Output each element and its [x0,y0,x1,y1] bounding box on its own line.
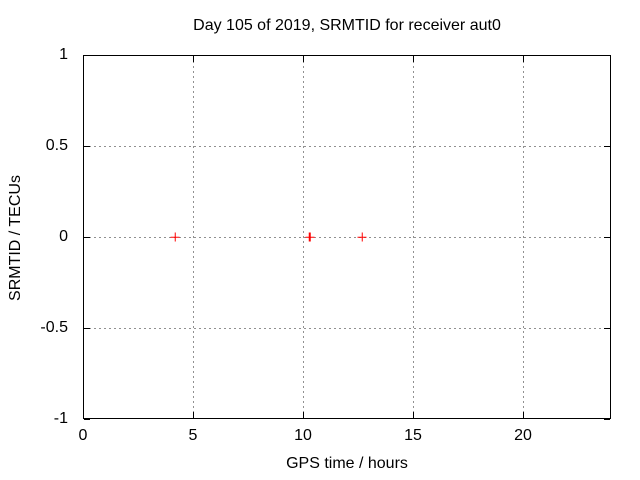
x-gridline [193,56,194,418]
y-tick-left [84,146,90,147]
data-point-marker [171,233,180,242]
x-gridline [523,56,524,418]
x-axis-title: GPS time / hours [286,455,408,472]
y-gridline [84,146,610,147]
x-gridline [303,56,304,418]
y-gridline [84,237,610,238]
y-gridline [84,328,610,329]
data-point-marker [305,233,314,242]
x-tick-top [193,56,194,62]
x-tick-top [83,56,84,62]
y-tick-label: -0.5 [40,319,68,336]
x-tick-bottom [413,412,414,418]
y-tick-label: 0.5 [45,137,68,154]
x-tick-label: 15 [404,427,422,444]
x-gridline [413,56,414,418]
y-tick-left [84,419,90,420]
x-tick-top [523,56,524,62]
y-tick-right [604,419,610,420]
y-tick-label: 0 [59,228,68,245]
y-tick-left [84,55,90,56]
y-tick-right [604,328,610,329]
x-tick-label: 10 [294,427,312,444]
x-tick-bottom [523,412,524,418]
x-tick-label: 0 [78,427,88,444]
y-tick-left [84,328,90,329]
x-tick-top [303,56,304,62]
y-tick-label: -1 [53,410,68,427]
plot-area [83,55,611,419]
x-tick-top [413,56,414,62]
x-tick-bottom [83,412,84,418]
x-tick-bottom [193,412,194,418]
data-point-marker [358,233,367,242]
chart-title: Day 105 of 2019, SRMTID for receiver aut… [193,17,501,34]
y-tick-right [604,146,610,147]
y-tick-right [604,55,610,56]
x-tick-bottom [303,412,304,418]
y-tick-left [84,237,90,238]
x-tick-label: 5 [188,427,198,444]
x-tick-label: 20 [514,427,532,444]
y-tick-right [604,237,610,238]
y-tick-label: 1 [59,46,68,63]
